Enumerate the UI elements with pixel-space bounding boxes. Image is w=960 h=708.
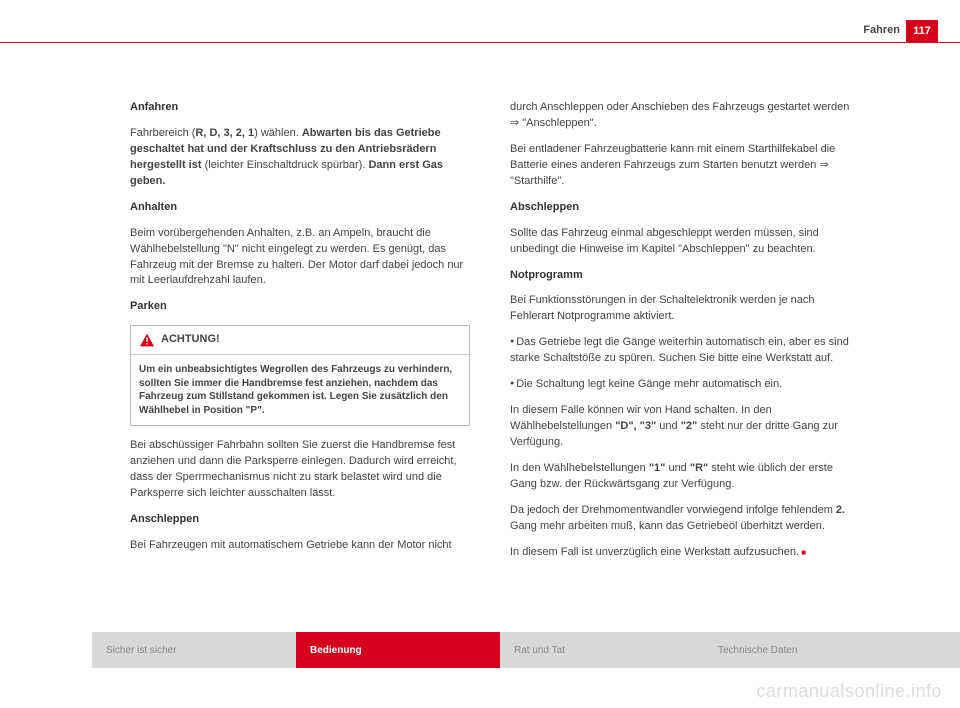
footer-tab-1: Sicher ist sicher	[92, 632, 296, 668]
heading-anfahren: Anfahren	[130, 100, 470, 116]
text: und	[665, 462, 689, 474]
gear-list: R, D, 3, 2, 1	[195, 127, 254, 139]
heading-abschleppen: Abschleppen	[510, 200, 850, 216]
warning-header: ACHTUNG!	[131, 326, 469, 355]
body-columns: Anfahren Fahrbereich (R, D, 3, 2, 1) wäh…	[130, 100, 850, 571]
para-anfahren: Fahrbereich (R, D, 3, 2, 1) wählen. Abwa…	[130, 126, 470, 190]
text: Gang mehr arbeiten muß, kann das Getrieb…	[510, 520, 825, 532]
para-starthilfe: Bei entladener Fahrzeugbatterie kann mit…	[510, 142, 850, 190]
heading-anhalten: Anhalten	[130, 200, 470, 216]
watermark: carmanualsonline.info	[756, 681, 942, 702]
footer-tabs: Sicher ist sicher Bedienung Rat und Tat …	[0, 632, 960, 668]
footer-spacer	[0, 632, 92, 668]
text-bold: 2.	[836, 504, 845, 516]
para-end: In diesem Fall ist unverzüglich eine Wer…	[510, 545, 850, 561]
para-parken: Bei abschüssiger Fahrbahn sollten Sie zu…	[130, 438, 470, 502]
para-anhalten: Beim vorübergehenden Anhalten, z.B. an A…	[130, 226, 470, 290]
footer-tab-4: Technische Daten	[704, 632, 960, 668]
warning-icon	[139, 333, 155, 347]
text-bold: "1"	[649, 462, 666, 474]
para-torque: Da jedoch der Drehmomentwandler vorwiege…	[510, 503, 850, 535]
text-bold: "2"	[681, 420, 698, 432]
para-cont: durch Anschleppen oder Anschieben des Fa…	[510, 100, 850, 132]
text: Fahrbereich (	[130, 127, 195, 139]
text: und	[656, 420, 680, 432]
warning-box: ACHTUNG! Um ein unbeabsichtigtes Wegroll…	[130, 325, 470, 426]
warning-body: Um ein unbeabsichtigtes Wegrollen des Fa…	[131, 355, 469, 425]
heading-parken: Parken	[130, 299, 470, 315]
warning-title: ACHTUNG!	[161, 332, 220, 348]
para-abschleppen: Sollte das Fahrzeug einmal abgeschleppt …	[510, 226, 850, 258]
bullet-2: Die Schaltung legt keine Gänge mehr auto…	[510, 377, 850, 393]
footer-tab-3: Rat und Tat	[500, 632, 704, 668]
text: Da jedoch der Drehmomentwandler vorwiege…	[510, 504, 836, 516]
footer-tab-2-active: Bedienung	[296, 632, 500, 668]
text-bold: "R"	[690, 462, 708, 474]
header-rule	[0, 42, 960, 43]
text-bold: "D", "3"	[615, 420, 656, 432]
text: (leichter Einschaltdruck spürbar).	[202, 159, 369, 171]
para-notprogramm: Bei Funktionsstörungen in der Schaltelek…	[510, 293, 850, 325]
heading-anschleppen: Anschleppen	[130, 512, 470, 528]
column-right: durch Anschleppen oder Anschieben des Fa…	[510, 100, 850, 571]
text: ) wählen.	[254, 127, 302, 139]
column-left: Anfahren Fahrbereich (R, D, 3, 2, 1) wäh…	[130, 100, 470, 571]
manual-page: { "header": { "section": "Fahren", "page…	[0, 0, 960, 708]
section-title: Fahren	[863, 24, 900, 36]
para-manual-1: In diesem Falle können wir von Hand scha…	[510, 403, 850, 451]
para-manual-2: In den Wählhebelstellungen "1" und "R" s…	[510, 461, 850, 493]
heading-notprogramm: Notprogramm	[510, 268, 850, 284]
text: In den Wählhebelstellungen	[510, 462, 649, 474]
bullet-1: Das Getriebe legt die Gänge weiterhin au…	[510, 335, 850, 367]
page-number: 117	[906, 20, 938, 42]
para-anschleppen: Bei Fahrzeugen mit automatischem Getrieb…	[130, 538, 470, 554]
